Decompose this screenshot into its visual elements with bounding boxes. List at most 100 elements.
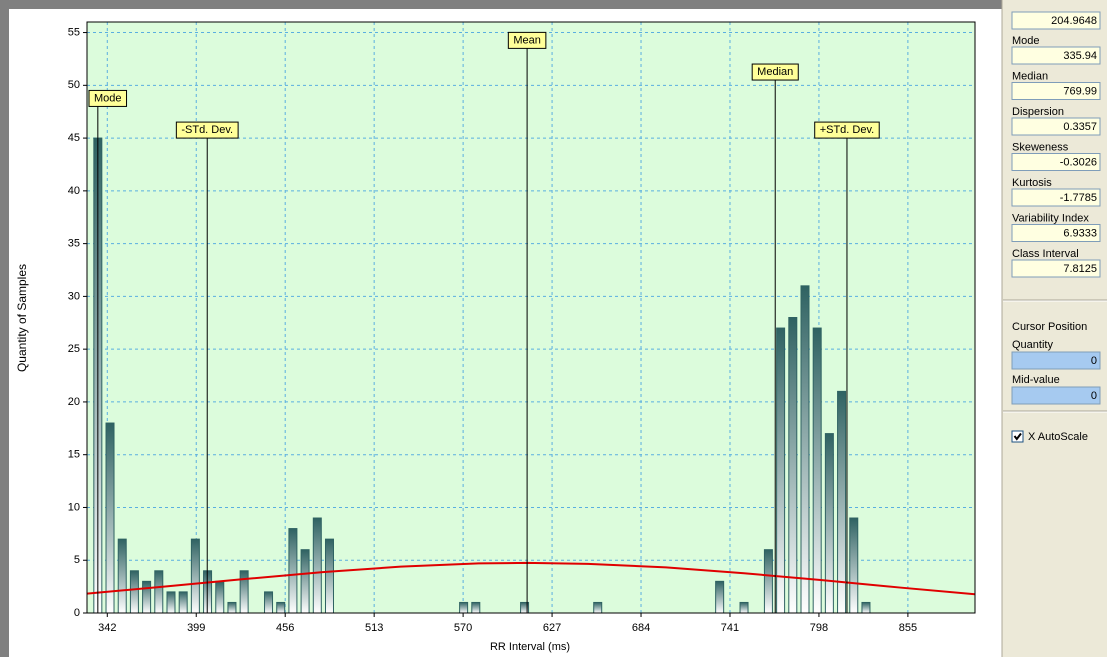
y-tick-label: 40 — [68, 185, 80, 197]
y-tick-label: 30 — [68, 290, 80, 302]
bar — [824, 433, 834, 613]
y-axis-label: Quantity of Samples — [15, 264, 29, 372]
stat-label: Skeweness — [1012, 141, 1069, 153]
bar — [129, 570, 139, 613]
x-axis-label: RR Interval (ms) — [490, 641, 570, 653]
x-tick-label: 342 — [98, 622, 116, 634]
marker-label: -STd. Dev. — [181, 124, 233, 136]
bar — [812, 327, 822, 613]
bar — [788, 317, 798, 613]
y-tick-label: 45 — [68, 132, 80, 144]
bar — [142, 580, 152, 613]
stat-label: Dispersion — [1012, 106, 1064, 118]
value-box — [1011, 46, 1101, 65]
bar — [763, 549, 773, 613]
value-text: 6.9333 — [1063, 227, 1097, 239]
marker-label: Mean — [513, 34, 541, 46]
marker-box — [175, 121, 239, 139]
side-panel — [1002, 0, 1107, 657]
y-tick-label: 35 — [68, 238, 80, 250]
marker-box — [507, 31, 547, 49]
x-tick-label: 798 — [810, 622, 828, 634]
bar — [264, 591, 274, 613]
value-text: 7.8125 — [1063, 263, 1097, 275]
y-tick-label: 25 — [68, 343, 80, 355]
y-tick-label: 50 — [68, 79, 80, 91]
cursor-title: Cursor Position — [1012, 321, 1087, 333]
x-tick-label: 570 — [454, 622, 472, 634]
value-text: 769.99 — [1063, 85, 1097, 97]
marker-label: +STd. Dev. — [820, 124, 875, 136]
value-box — [1011, 11, 1101, 30]
stat-label: Class Interval — [1012, 248, 1079, 260]
bar — [459, 601, 469, 613]
stat-label: Kurtosis — [1012, 177, 1052, 189]
bar — [117, 538, 127, 613]
bar — [276, 601, 286, 613]
bar — [837, 390, 847, 613]
bar — [215, 580, 225, 613]
marker-label: Median — [757, 66, 793, 78]
bar — [190, 538, 200, 613]
bar — [715, 580, 725, 613]
value-box — [1011, 259, 1101, 278]
x-tick-label: 684 — [632, 622, 650, 634]
bar — [849, 517, 859, 613]
value-box — [1011, 188, 1101, 207]
bar — [178, 591, 188, 613]
y-tick-label: 20 — [68, 396, 80, 408]
bar — [776, 327, 786, 613]
bar — [739, 601, 749, 613]
marker-box — [88, 89, 128, 107]
value-text: 0 — [1091, 355, 1097, 367]
value-box — [1011, 224, 1101, 242]
bar — [471, 601, 481, 613]
bar — [227, 601, 237, 613]
marker-box — [751, 63, 799, 81]
bar — [312, 517, 322, 613]
value-box — [1011, 153, 1101, 171]
plot-border — [86, 21, 976, 614]
x-tick-label: 456 — [276, 622, 294, 634]
value-text: 0 — [1091, 390, 1097, 402]
value-text: 204.9648 — [1051, 15, 1097, 27]
bar — [154, 570, 164, 613]
bar — [324, 538, 334, 613]
bar — [861, 601, 871, 613]
marker-label: Mode — [94, 92, 122, 104]
x-tick-label: 627 — [543, 622, 561, 634]
marker-box — [814, 121, 880, 139]
x-tick-label: 513 — [365, 622, 383, 634]
value-text: 0.3357 — [1063, 121, 1097, 133]
bar — [288, 528, 298, 613]
checkbox-label[interactable]: X AutoScale — [1028, 431, 1088, 443]
value-box — [1011, 351, 1101, 370]
x-tick-label: 741 — [721, 622, 739, 634]
bar — [593, 601, 603, 613]
value-box — [1011, 386, 1101, 405]
bar — [105, 422, 115, 613]
y-tick-label: 10 — [68, 501, 80, 513]
bar — [239, 570, 249, 613]
stat-label: Median — [1012, 70, 1048, 82]
y-tick-label: 15 — [68, 449, 80, 461]
value-text: -0.3026 — [1060, 156, 1097, 168]
value-text: -1.7785 — [1060, 192, 1097, 204]
x-tick-label: 399 — [187, 622, 205, 634]
check-mark — [1013, 432, 1022, 441]
cursor-label: Quantity — [1012, 339, 1053, 351]
value-box — [1011, 82, 1101, 100]
y-tick-label: 5 — [74, 554, 80, 566]
cursor-label: Mid-value — [1012, 374, 1060, 386]
value-text: 335.94 — [1063, 50, 1097, 62]
bar — [166, 591, 176, 613]
x-tick-label: 855 — [899, 622, 917, 634]
bar — [800, 285, 810, 613]
y-tick-label: 55 — [68, 26, 80, 38]
stat-label: Variability Index — [1012, 212, 1089, 224]
value-box — [1011, 117, 1101, 136]
bar — [300, 549, 310, 613]
stat-label: Mode — [1012, 35, 1040, 47]
